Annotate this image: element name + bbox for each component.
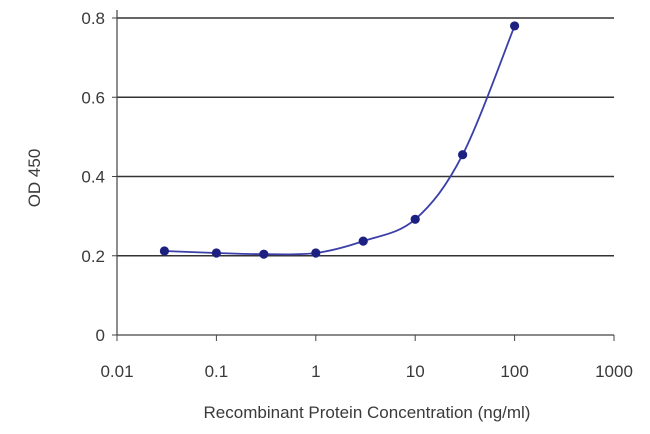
y-tick-labels: 0 0.2 0.4 0.6 0.8 bbox=[81, 9, 105, 345]
y-tick-label: 0.8 bbox=[81, 9, 105, 28]
axes bbox=[112, 10, 615, 341]
data-point bbox=[410, 214, 420, 224]
data-point bbox=[311, 248, 321, 258]
series-group bbox=[159, 21, 520, 259]
x-tick-label: 0.01 bbox=[100, 362, 133, 381]
series-line-0 bbox=[164, 25, 516, 256]
y-tick-label: 0.4 bbox=[81, 168, 105, 187]
x-tick-label: 1000 bbox=[595, 362, 633, 381]
data-point bbox=[259, 249, 269, 259]
x-tick-labels: 0.01 0.1 1 10 100 1000 bbox=[100, 362, 632, 381]
data-point bbox=[358, 236, 368, 246]
x-tick-label: 0.1 bbox=[205, 362, 229, 381]
y-tick-label: 0 bbox=[96, 326, 105, 345]
x-tick-label: 1 bbox=[311, 362, 320, 381]
data-point bbox=[211, 248, 221, 258]
data-point bbox=[509, 21, 520, 31]
data-point bbox=[458, 150, 468, 160]
y-tick-label: 0.2 bbox=[81, 247, 105, 266]
y-axis-title: OD 450 bbox=[25, 149, 44, 208]
data-point bbox=[159, 246, 170, 256]
x-tick-label: 100 bbox=[500, 362, 528, 381]
grid-lines bbox=[117, 17, 614, 257]
x-axis-title: Recombinant Protein Concentration (ng/ml… bbox=[204, 403, 531, 422]
x-tick-label: 10 bbox=[406, 362, 425, 381]
y-tick-label: 0.6 bbox=[81, 88, 105, 107]
